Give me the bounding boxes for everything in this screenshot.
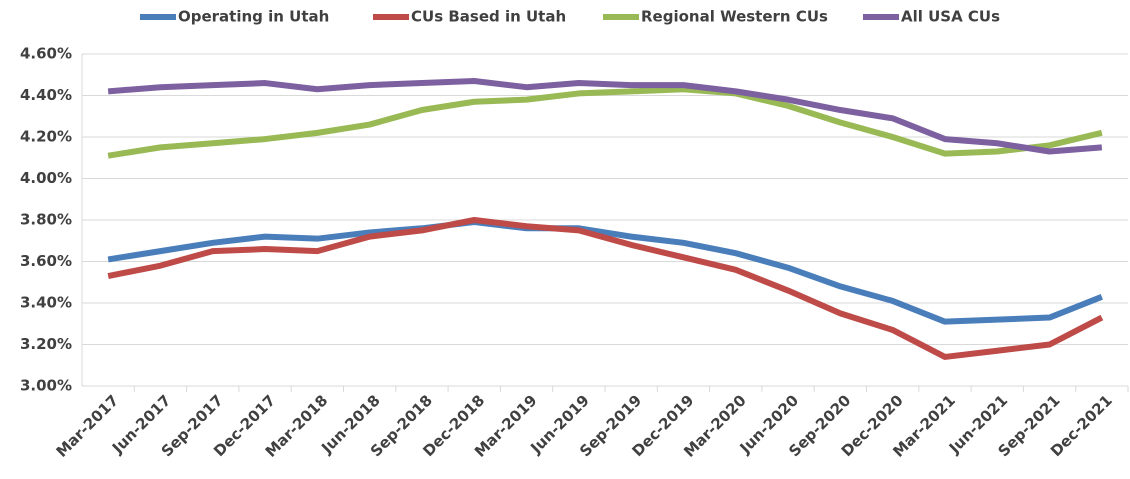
y-tick-label: 4.20%	[20, 128, 72, 146]
x-tick-label: Mar-2017	[53, 391, 123, 461]
legend-label: Operating in Utah	[178, 8, 329, 26]
y-tick-label: 4.40%	[20, 86, 72, 104]
y-tick-label: 3.80%	[20, 211, 72, 229]
legend-label: CUs Based in Utah	[411, 8, 566, 26]
series-line	[107, 86, 1103, 159]
y-tick-label: 4.60%	[20, 45, 72, 63]
legend-label: Regional Western CUs	[641, 8, 828, 26]
y-tick-label: 4.00%	[20, 169, 72, 187]
y-tick-label: 3.60%	[20, 252, 72, 270]
legend-label: All USA CUs	[901, 8, 1000, 26]
y-tick-label: 3.00%	[20, 377, 72, 395]
series-line	[107, 219, 1103, 325]
series-line	[107, 77, 1103, 155]
series-line	[107, 217, 1104, 360]
y-tick-label: 3.40%	[20, 294, 72, 312]
y-tick-label: 3.20%	[20, 335, 72, 353]
